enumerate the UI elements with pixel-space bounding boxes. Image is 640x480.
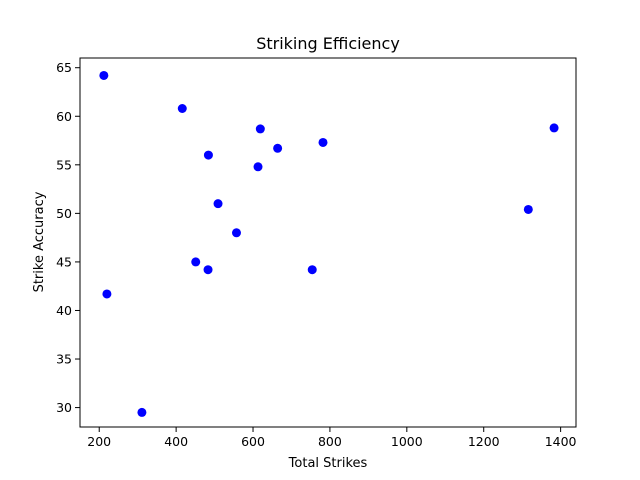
data-point — [255, 124, 265, 134]
y-tick-label: 30 — [56, 400, 72, 415]
x-tick-label: 1400 — [545, 434, 577, 449]
x-tick-label: 800 — [318, 434, 342, 449]
data-point — [307, 265, 317, 275]
data-point — [99, 70, 109, 80]
y-tick-label: 35 — [56, 352, 72, 367]
data-point — [523, 204, 533, 214]
y-tick-label: 50 — [56, 206, 72, 221]
data-point — [231, 228, 241, 238]
data-point — [318, 137, 328, 147]
data-point — [137, 407, 147, 417]
data-point — [191, 257, 201, 267]
data-point — [549, 123, 559, 133]
x-tick-label: 1200 — [468, 434, 500, 449]
x-axis-ticks: 200 400 600 800 1000 1200 1400 — [87, 427, 577, 449]
data-points — [99, 70, 559, 417]
y-tick-label: 65 — [56, 60, 72, 75]
y-tick-label: 55 — [56, 157, 72, 172]
x-tick-label: 600 — [241, 434, 265, 449]
data-point — [273, 143, 283, 153]
x-axis-label: Total Strikes — [288, 456, 368, 471]
x-tick-label: 1000 — [391, 434, 423, 449]
data-point — [203, 265, 213, 275]
data-point — [203, 150, 213, 160]
data-point — [253, 162, 263, 172]
x-tick-label: 400 — [164, 434, 188, 449]
plot-area-frame — [79, 57, 577, 428]
x-tick-label: 200 — [87, 434, 111, 449]
y-tick-label: 45 — [56, 254, 72, 269]
y-axis-ticks: 30 35 40 45 50 55 60 65 — [56, 60, 80, 415]
data-point — [213, 199, 223, 209]
data-point — [177, 103, 187, 113]
y-tick-label: 40 — [56, 303, 72, 318]
chart-title: Striking Efficiency — [256, 34, 400, 53]
y-axis-label: Strike Accuracy — [32, 191, 47, 292]
y-tick-label: 60 — [56, 109, 72, 124]
data-point — [102, 289, 112, 299]
